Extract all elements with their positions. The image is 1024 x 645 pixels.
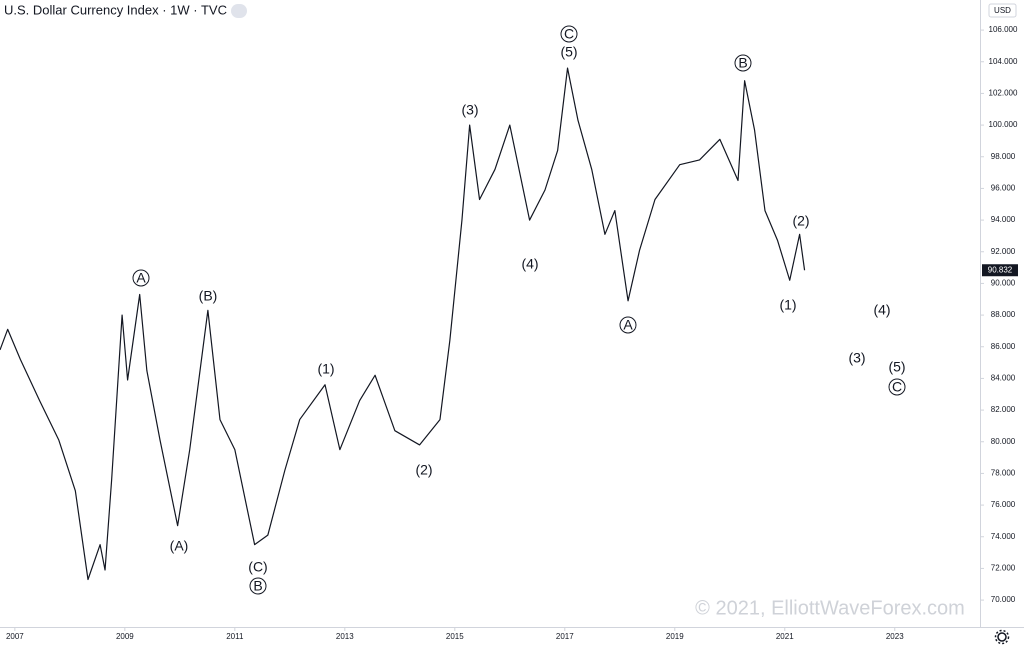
- watermark: © 2021, ElliottWaveForex.com: [695, 597, 965, 619]
- y-tick-label: 78.000: [991, 469, 1016, 478]
- wave-label: (5): [560, 44, 577, 60]
- wave-label: (5): [888, 359, 905, 375]
- wave-label: B: [253, 578, 262, 594]
- x-tick-label: 2017: [556, 632, 574, 641]
- wave-label: A: [136, 270, 146, 286]
- wave-label: (2): [792, 213, 809, 229]
- y-tick-label: 88.000: [991, 310, 1016, 319]
- y-tick-label: 82.000: [991, 405, 1016, 414]
- x-tick-label: 2009: [116, 632, 134, 641]
- x-tick-label: 2023: [886, 632, 904, 641]
- wave-circle: [888, 378, 906, 396]
- wave-circle: [560, 25, 578, 43]
- wave-circle: [619, 316, 637, 334]
- currency-box: [988, 3, 1017, 18]
- last-price-box: [982, 264, 1018, 277]
- wave-label: (4): [873, 302, 890, 318]
- y-tick-label: 86.000: [991, 342, 1016, 351]
- x-tick-label: 2007: [6, 632, 24, 641]
- x-tick-label: 2011: [226, 632, 244, 641]
- wave-label: (1): [317, 361, 334, 377]
- y-tick-label: 74.000: [991, 532, 1016, 541]
- wave-label: C: [892, 379, 902, 395]
- last-price-label: 90.832: [988, 265, 1013, 274]
- y-tick-label: 72.000: [991, 564, 1016, 573]
- y-tick-label: 94.000: [991, 215, 1016, 224]
- y-tick-label: 76.000: [991, 500, 1016, 509]
- chart-title: U.S. Dollar Currency Index · 1W · TVC: [4, 2, 227, 17]
- wave-label: (A): [170, 538, 189, 554]
- wave-label: (1): [779, 297, 796, 313]
- wave-label: (2): [415, 462, 432, 478]
- wave-label: C: [564, 26, 574, 42]
- settings-icon[interactable]: [994, 629, 1010, 645]
- wave-label: A: [623, 317, 633, 333]
- wave-label: (C): [248, 559, 267, 575]
- wave-label: (3): [461, 102, 478, 118]
- x-tick-label: 2015: [446, 632, 464, 641]
- x-tick-label: 2019: [666, 632, 684, 641]
- y-tick-label: 100.000: [989, 120, 1018, 129]
- wave-circle: [734, 54, 752, 72]
- y-tick-label: 92.000: [991, 247, 1016, 256]
- wave-label: B: [738, 55, 747, 71]
- wave-label: (B): [199, 288, 218, 304]
- y-tick-label: 106.000: [989, 25, 1018, 34]
- wave-label: (4): [521, 256, 538, 272]
- x-tick-label: 2013: [336, 632, 354, 641]
- y-tick-label: 84.000: [991, 374, 1016, 383]
- price-line: [0, 67, 806, 581]
- y-tick-label: 104.000: [989, 57, 1018, 66]
- y-tick-label: 102.000: [989, 89, 1018, 98]
- wave-circle: [249, 577, 267, 595]
- wave-label: (3): [848, 350, 865, 366]
- x-tick-label: 2021: [776, 632, 794, 641]
- y-tick-label: 90.000: [991, 279, 1016, 288]
- y-tick-label: 80.000: [991, 437, 1016, 446]
- y-tick-label: 98.000: [991, 152, 1016, 161]
- y-tick-label: 96.000: [991, 184, 1016, 193]
- visibility-toggle[interactable]: [231, 4, 247, 18]
- wave-circle: [132, 269, 150, 287]
- currency-label: USD: [994, 6, 1011, 15]
- y-tick-label: 70.000: [991, 595, 1016, 604]
